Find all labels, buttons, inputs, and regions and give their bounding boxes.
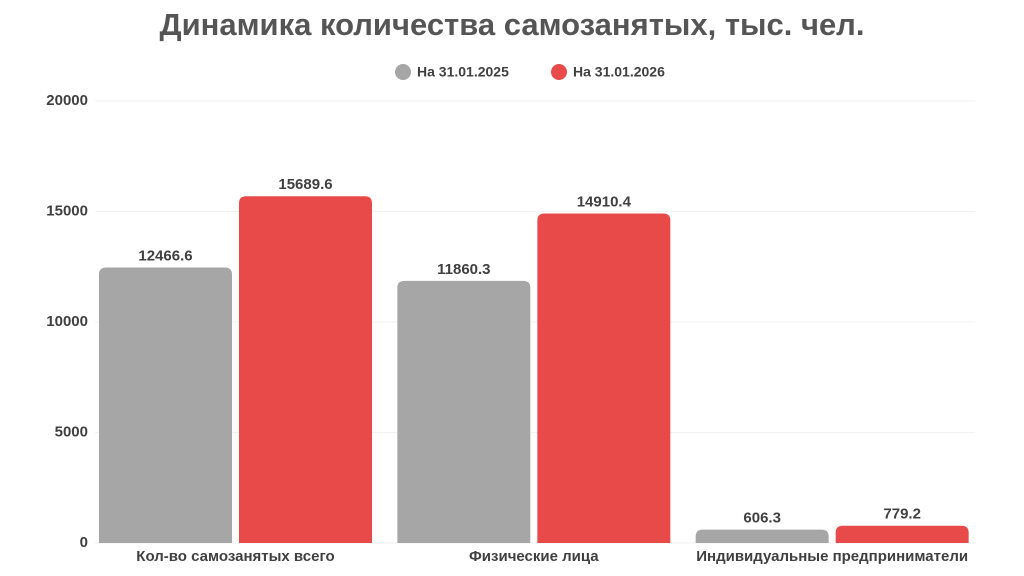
y-tick-label: 5000 <box>55 423 88 440</box>
bar <box>537 213 671 543</box>
data-label: 14910.4 <box>577 193 632 210</box>
bar <box>99 267 232 543</box>
legend-marker <box>551 64 567 80</box>
bar <box>695 529 829 543</box>
bar <box>835 525 969 543</box>
data-label: 779.2 <box>883 506 921 523</box>
bar <box>397 280 531 543</box>
legend-label: На 31.01.2025 <box>417 64 509 80</box>
chart-title: Динамика количества самозанятых, тыс. че… <box>160 7 865 42</box>
data-label: 12466.6 <box>138 247 192 264</box>
y-tick-label: 20000 <box>46 92 88 109</box>
bar <box>239 196 372 544</box>
legend-marker <box>395 64 411 80</box>
data-label: 15689.6 <box>278 176 332 193</box>
y-tick-label: 15000 <box>46 202 88 219</box>
data-label: 11860.3 <box>437 261 490 278</box>
y-tick-label: 0 <box>80 534 88 551</box>
legend-label: На 31.01.2026 <box>573 64 665 80</box>
x-tick-label: Кол-во самозанятых всего <box>136 548 334 565</box>
x-tick-label: Физические лица <box>469 548 599 565</box>
x-tick-label: Индивидуальные предприниматели <box>696 548 968 565</box>
y-tick-label: 10000 <box>46 313 88 330</box>
data-label: 606.3 <box>743 510 781 527</box>
